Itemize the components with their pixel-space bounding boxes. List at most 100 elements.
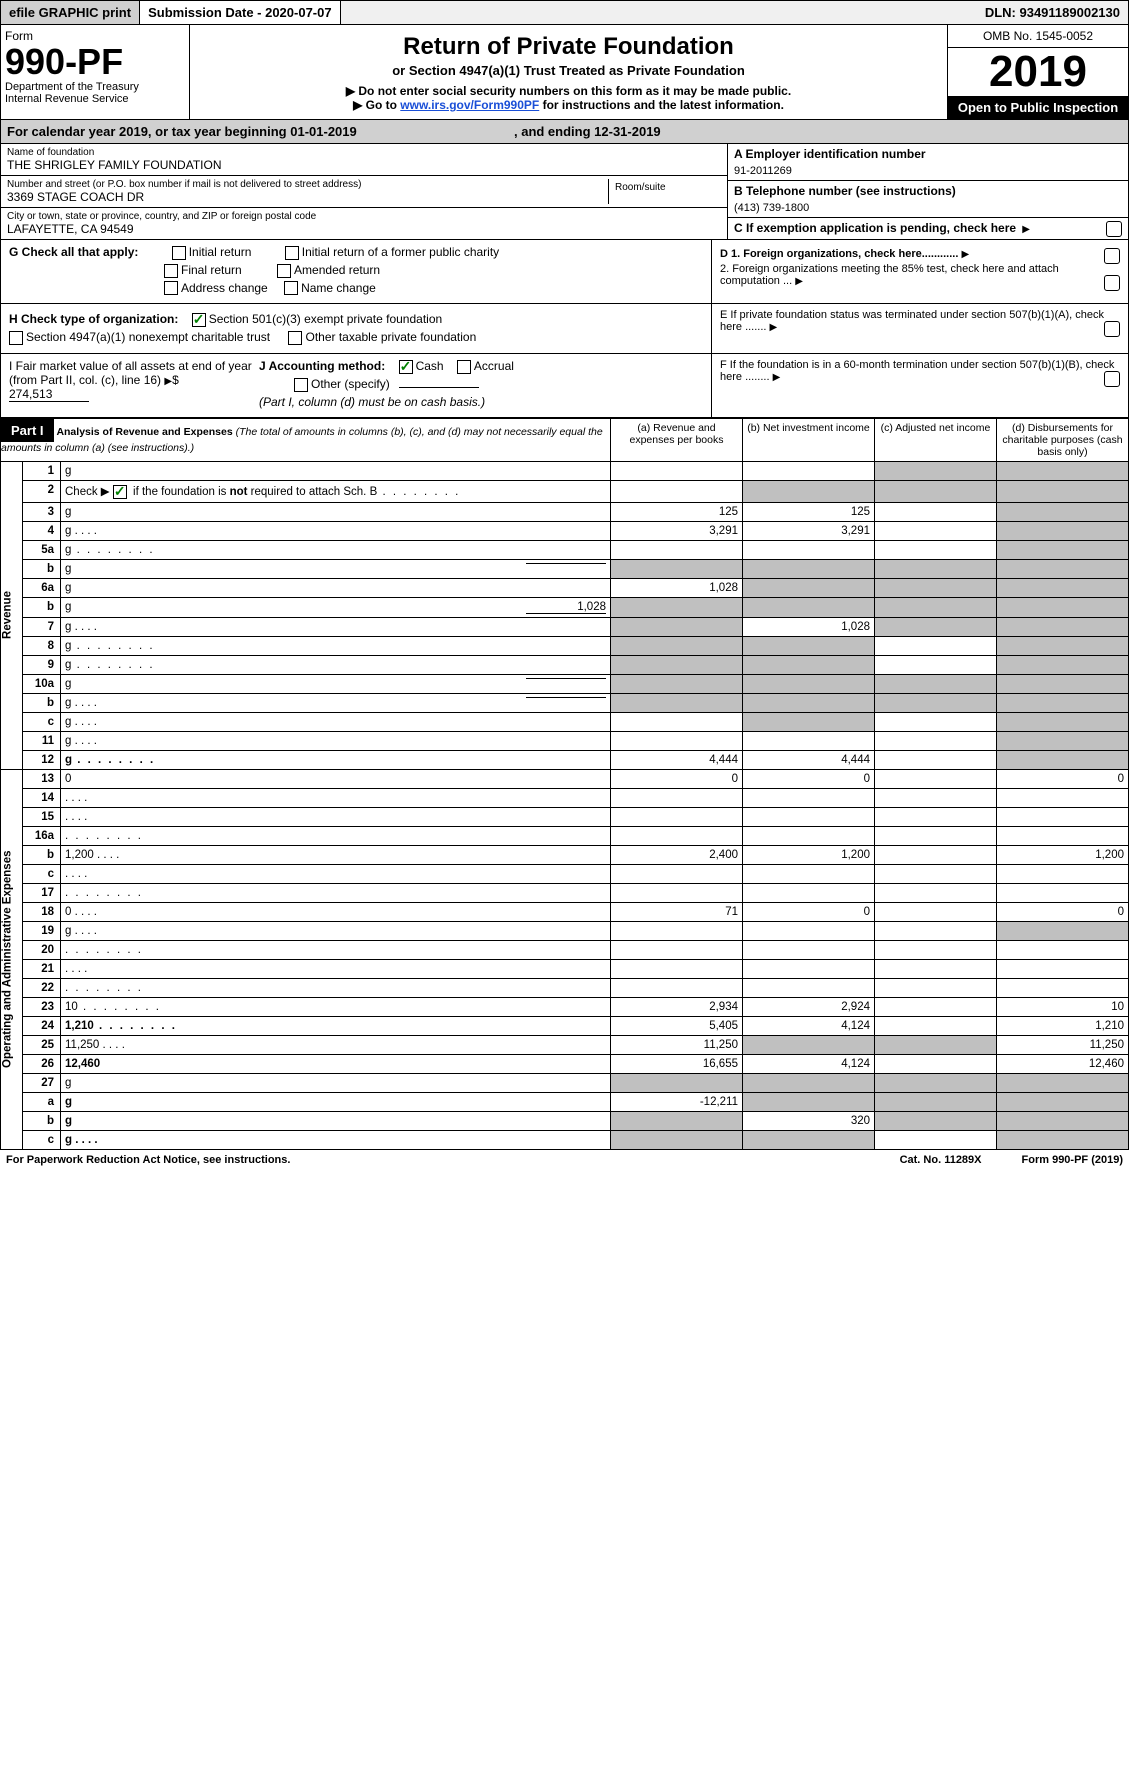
row-number: 26: [23, 1054, 61, 1073]
e-label: E If private foundation status was termi…: [720, 309, 1104, 333]
cell-value: 0: [997, 769, 1129, 788]
cash-checkbox[interactable]: [399, 360, 413, 374]
cell-value: 1,028: [743, 617, 875, 636]
table-row: Revenue1g: [1, 461, 1129, 480]
cell-value: -12,211: [611, 1092, 743, 1111]
i-label: I Fair market value of all assets at end…: [9, 359, 252, 387]
cell-value: [743, 807, 875, 826]
table-row: 3g125125: [1, 502, 1129, 521]
ein-label: A Employer identification number: [734, 147, 1122, 161]
cell-value: 0: [743, 769, 875, 788]
table-row: bg1,028: [1, 597, 1129, 617]
cell-value: 11,250: [611, 1035, 743, 1054]
expenses-section-label: Operating and Administrative Expenses: [1, 769, 23, 1149]
d2-checkbox[interactable]: [1104, 275, 1120, 291]
accrual-checkbox[interactable]: [457, 360, 471, 374]
cell-value: [875, 461, 997, 480]
initial-return-former-checkbox[interactable]: [285, 246, 299, 260]
cell-value: [997, 655, 1129, 674]
cell-value: 4,444: [743, 750, 875, 769]
cell-value: [875, 826, 997, 845]
exemption-pending-label: C If exemption application is pending, c…: [734, 221, 1016, 235]
d1-checkbox[interactable]: [1104, 248, 1120, 264]
cell-value: [997, 617, 1129, 636]
city-label: City or town, state or province, country…: [7, 211, 721, 222]
cell-value: [997, 636, 1129, 655]
arrow-icon: [164, 373, 172, 387]
initial-return-checkbox[interactable]: [172, 246, 186, 260]
cell-value: [875, 940, 997, 959]
h-label: H Check type of organization:: [9, 312, 178, 326]
f-checkbox[interactable]: [1104, 371, 1120, 387]
cell-value: [875, 578, 997, 597]
row-number: 15: [23, 807, 61, 826]
instr-no-ssn: ▶ Do not enter social security numbers o…: [200, 84, 937, 98]
cell-value: [875, 712, 997, 731]
cell-value: [997, 940, 1129, 959]
form990pf-link[interactable]: www.irs.gov/Form990PF: [400, 98, 539, 112]
cell-value: [875, 540, 997, 559]
row-number: 5a: [23, 540, 61, 559]
exemption-checkbox[interactable]: [1106, 221, 1122, 237]
form-title: Return of Private Foundation: [200, 33, 937, 61]
cell-value: [997, 559, 1129, 578]
other-method-checkbox[interactable]: [294, 378, 308, 392]
cell-value: [997, 712, 1129, 731]
dln-number: DLN: 93491189002130: [977, 1, 1128, 24]
cell-value: [743, 883, 875, 902]
table-row: 23102,9342,92410: [1, 997, 1129, 1016]
row-description: 0: [61, 769, 611, 788]
cell-value: [997, 750, 1129, 769]
cell-value: [611, 731, 743, 750]
telephone-value: (413) 739-1800: [734, 198, 1122, 214]
address-change-checkbox[interactable]: [164, 281, 178, 295]
row-description: [61, 940, 611, 959]
cell-value: [611, 559, 743, 578]
efile-graphic-print[interactable]: efile GRAPHIC print: [1, 1, 140, 24]
dept-treasury: Department of the Treasury: [5, 81, 185, 93]
4947a1-checkbox[interactable]: [9, 331, 23, 345]
e-checkbox[interactable]: [1104, 321, 1120, 337]
table-row: 14: [1, 788, 1129, 807]
table-row: 16a: [1, 826, 1129, 845]
col-d-header: (d) Disbursements for charitable purpose…: [997, 418, 1129, 461]
501c3-checkbox[interactable]: [192, 313, 206, 327]
cell-value: [997, 807, 1129, 826]
cell-value: [997, 788, 1129, 807]
part1-title: Analysis of Revenue and Expenses: [56, 426, 232, 438]
cell-value: [743, 693, 875, 712]
cell-value: [875, 597, 997, 617]
cell-value: 0: [743, 902, 875, 921]
row-description: [61, 826, 611, 845]
row-number: 18: [23, 902, 61, 921]
row-number: 23: [23, 997, 61, 1016]
name-change-checkbox[interactable]: [284, 281, 298, 295]
cell-value: [611, 1073, 743, 1092]
other-method-blank: [399, 387, 479, 388]
row-number: 7: [23, 617, 61, 636]
g-d-block: G Check all that apply: Initial return I…: [0, 240, 1129, 304]
row-description: [61, 807, 611, 826]
row-number: b: [23, 845, 61, 864]
table-row: 21: [1, 959, 1129, 978]
table-row: bg: [1, 693, 1129, 712]
cell-value: [611, 1130, 743, 1149]
final-return-checkbox[interactable]: [164, 264, 178, 278]
row-description: g: [61, 617, 611, 636]
row-description: 1,200: [61, 845, 611, 864]
table-row: 2Check ▶ if the foundation is not requir…: [1, 480, 1129, 502]
cell-value: [611, 540, 743, 559]
cell-value: [997, 597, 1129, 617]
cell-value: [997, 674, 1129, 693]
calendar-year-row: For calendar year 2019, or tax year begi…: [0, 120, 1129, 144]
tax-year: 2019: [948, 48, 1128, 96]
other-taxable-checkbox[interactable]: [288, 331, 302, 345]
form-number: 990-PF: [5, 43, 185, 81]
cell-value: [875, 1130, 997, 1149]
cell-value: [997, 578, 1129, 597]
identity-block: Name of foundation THE SHRIGLEY FAMILY F…: [0, 144, 1129, 240]
col-c-header: (c) Adjusted net income: [875, 418, 997, 461]
cell-value: [997, 731, 1129, 750]
cell-value: [875, 921, 997, 940]
amended-return-checkbox[interactable]: [277, 264, 291, 278]
